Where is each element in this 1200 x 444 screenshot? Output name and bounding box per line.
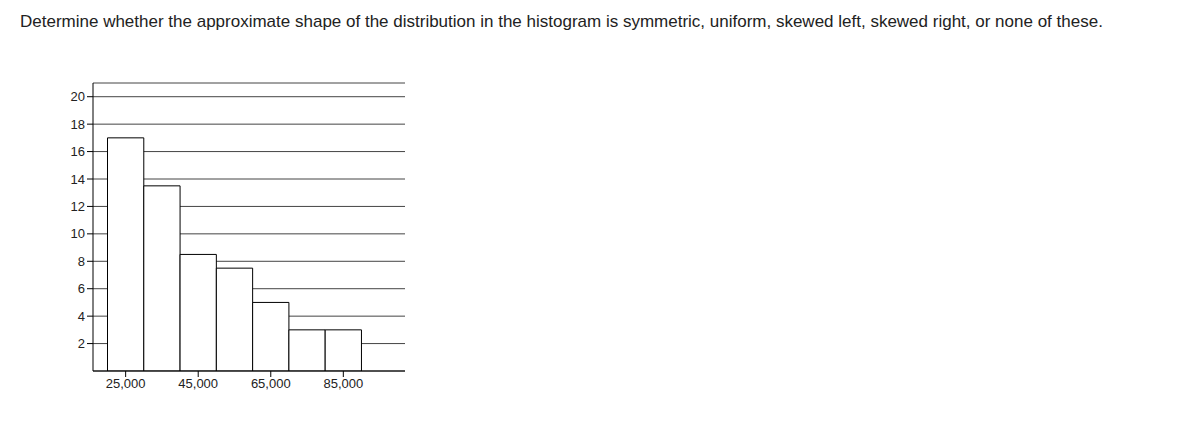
svg-text:4: 4: [78, 309, 85, 324]
svg-text:2: 2: [78, 336, 85, 351]
svg-text:8: 8: [78, 254, 85, 269]
svg-text:10: 10: [71, 226, 85, 241]
svg-text:20: 20: [71, 89, 85, 104]
svg-text:45,000: 45,000: [178, 376, 218, 391]
svg-text:25,000: 25,000: [106, 376, 146, 391]
svg-text:6: 6: [78, 281, 85, 296]
html-text:Determine whether the approxim: Determine whether the approximate shape …: [20, 12, 1103, 31]
svg-text:12: 12: [71, 199, 85, 214]
svg-text:18: 18: [71, 117, 85, 132]
svg-text:14: 14: [71, 172, 85, 187]
svg-text:65,000: 65,000: [251, 376, 291, 391]
svg-text:16: 16: [71, 144, 85, 159]
svg-text:85,000: 85,000: [323, 376, 363, 391]
